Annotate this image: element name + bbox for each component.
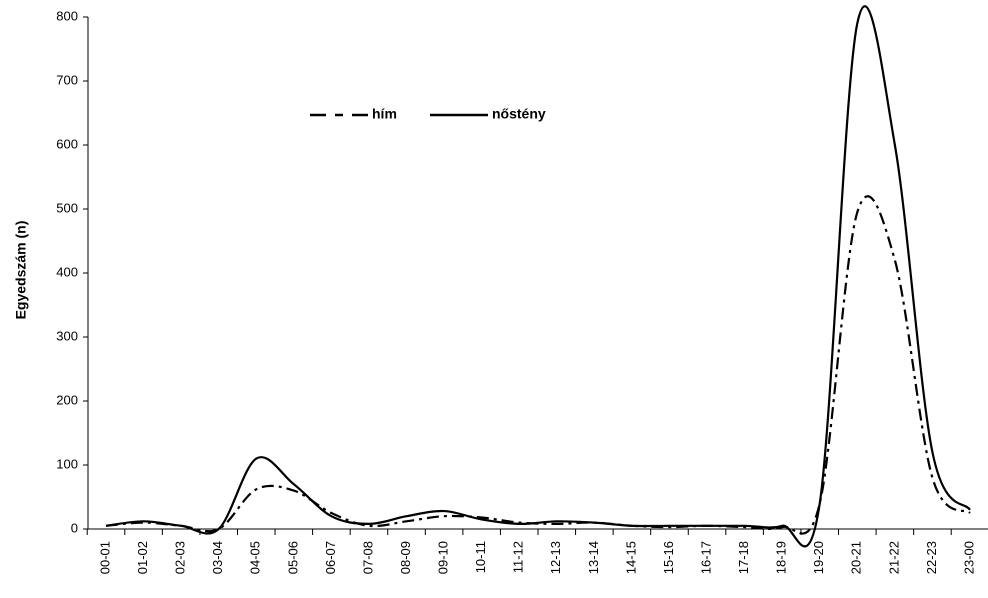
y-tick-label: 300 bbox=[56, 328, 78, 343]
x-tick-label: 05-06 bbox=[285, 541, 300, 574]
x-tick-label: 01-02 bbox=[135, 541, 150, 574]
x-tick-label: 21-22 bbox=[886, 541, 901, 574]
x-tick-label: 16-17 bbox=[698, 541, 713, 574]
x-tick-label: 04-05 bbox=[248, 541, 263, 574]
x-tick-label: 06-07 bbox=[323, 541, 338, 574]
x-tick-label: 03-04 bbox=[210, 541, 225, 574]
x-tick-label: 09-10 bbox=[436, 541, 451, 574]
y-tick-label: 0 bbox=[71, 520, 78, 535]
x-tick-label: 00-01 bbox=[97, 541, 112, 574]
x-tick-label: 07-08 bbox=[360, 541, 375, 574]
series-line bbox=[105, 5, 971, 548]
y-axis-title: Egyedszám (n) bbox=[13, 221, 29, 320]
x-tick-label: 18-19 bbox=[774, 541, 789, 574]
x-tick-label: 20-21 bbox=[849, 541, 864, 574]
y-tick-label: 600 bbox=[56, 136, 78, 151]
y-tick-label: 800 bbox=[56, 8, 78, 23]
y-tick-label: 700 bbox=[56, 72, 78, 87]
x-tick-label: 14-15 bbox=[623, 541, 638, 574]
y-tick-label: 100 bbox=[56, 456, 78, 471]
x-tick-label: 11-12 bbox=[511, 541, 526, 573]
x-tick-label: 15-16 bbox=[661, 541, 676, 574]
y-tick-label: 200 bbox=[56, 392, 78, 407]
legend-label: nőstény bbox=[492, 106, 546, 122]
x-tick-label: 17-18 bbox=[736, 541, 751, 574]
x-tick-label: 23-00 bbox=[961, 541, 976, 574]
x-tick-label: 13-14 bbox=[586, 541, 601, 574]
series-line bbox=[105, 195, 971, 535]
x-tick-label: 19-20 bbox=[811, 541, 826, 574]
x-tick-label: 22-23 bbox=[924, 541, 939, 574]
legend-label: hím bbox=[372, 106, 397, 122]
x-tick-label: 08-09 bbox=[398, 541, 413, 574]
y-tick-label: 500 bbox=[56, 200, 78, 215]
y-tick-label: 400 bbox=[56, 264, 78, 279]
x-tick-label: 10-11 bbox=[473, 541, 488, 573]
x-tick-label: 02-03 bbox=[173, 541, 188, 574]
x-tick-label: 12-13 bbox=[548, 541, 563, 574]
